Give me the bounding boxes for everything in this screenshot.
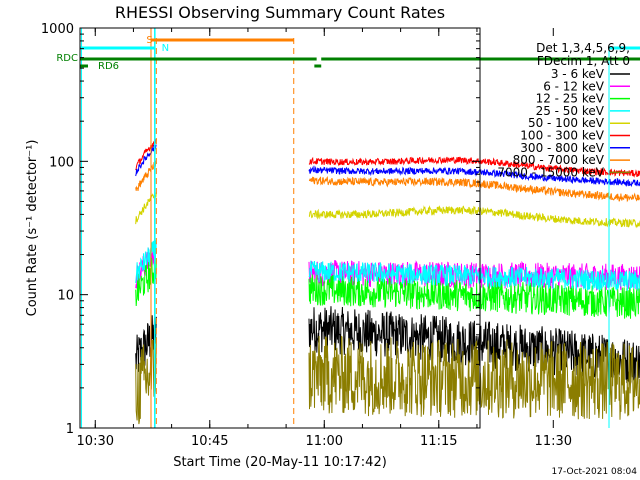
x-tick-label-4: 11:15 — [420, 434, 457, 449]
series-line-8-segment-2 — [308, 175, 640, 203]
flag-label-rd6: RD6 — [98, 61, 119, 72]
x-tick-label-1: 10:30 — [77, 434, 114, 449]
legend-label-5: 50 - 100 keV — [528, 116, 605, 130]
x-tick-label-3: 11:00 — [306, 434, 343, 449]
series-line-9-segment-2 — [308, 335, 640, 420]
legend-header-1: Det 1,3,4,5,6,9, — [536, 41, 630, 55]
x-axis-label: Start Time (20-May-11 10:17:42) — [173, 455, 387, 470]
series-line-1-segment-1 — [135, 315, 157, 372]
legend-label-7: 300 - 800 keV — [520, 141, 604, 155]
legend: Det 1,3,4,5,6,9,FDecim 1, Att 03 - 6 keV… — [497, 41, 630, 179]
y-tick-label-2: 10 — [57, 289, 74, 304]
series-line-5-segment-2 — [308, 205, 640, 229]
series-line-9-segment-1 — [135, 337, 157, 425]
flags-layer: SN RDC RD6 — [56, 28, 640, 428]
flag-label-n: N — [162, 43, 169, 54]
legend-label-9: 7000 - 15000 keV — [497, 165, 604, 179]
series-line-6-segment-2 — [308, 156, 640, 178]
y-axis-label: Count Rate (s⁻¹ detector⁻¹) — [25, 140, 40, 317]
series-line-4-segment-2 — [308, 260, 640, 291]
series-line-1-segment-2 — [308, 306, 640, 385]
x-tick-label-5: 11:30 — [535, 434, 572, 449]
series-line-5-segment-1 — [135, 192, 157, 225]
chart-title: RHESSI Observing Summary Count Rates — [115, 3, 445, 22]
flag-label-rdc: RDC — [56, 53, 78, 64]
footer-timestamp: 17-Oct-2021 08:04 — [552, 467, 638, 477]
legend-label-6: 100 - 300 keV — [520, 129, 604, 143]
x-tick-label-2: 10:45 — [191, 434, 228, 449]
legend-label-3: 12 - 25 keV — [536, 92, 605, 106]
series-line-7-segment-2 — [308, 165, 640, 188]
legend-header-2: FDecim 1, Att 0 — [537, 54, 630, 68]
y-tick-label-3: 100 — [49, 155, 74, 170]
legend-label-1: 3 - 6 keV — [551, 67, 605, 81]
y-tick-label-4: 1000 — [41, 22, 74, 37]
series-line-7-segment-1 — [135, 144, 157, 177]
legend-label-8: 800 - 7000 keV — [513, 153, 605, 167]
series-line-6-segment-1 — [135, 138, 157, 171]
series-line-8-segment-1 — [135, 160, 157, 191]
legend-label-4: 25 - 50 keV — [536, 104, 605, 118]
data-layer — [135, 138, 640, 425]
legend-label-2: 6 - 12 keV — [543, 79, 605, 93]
series-line-3-segment-1 — [135, 256, 157, 307]
y-tick-label-1: 1 — [66, 422, 74, 437]
plot-frame — [79, 27, 481, 429]
flag-label-s: S — [146, 35, 152, 46]
series-line-4-segment-1 — [135, 240, 157, 284]
series-line-3-segment-2 — [308, 274, 640, 319]
